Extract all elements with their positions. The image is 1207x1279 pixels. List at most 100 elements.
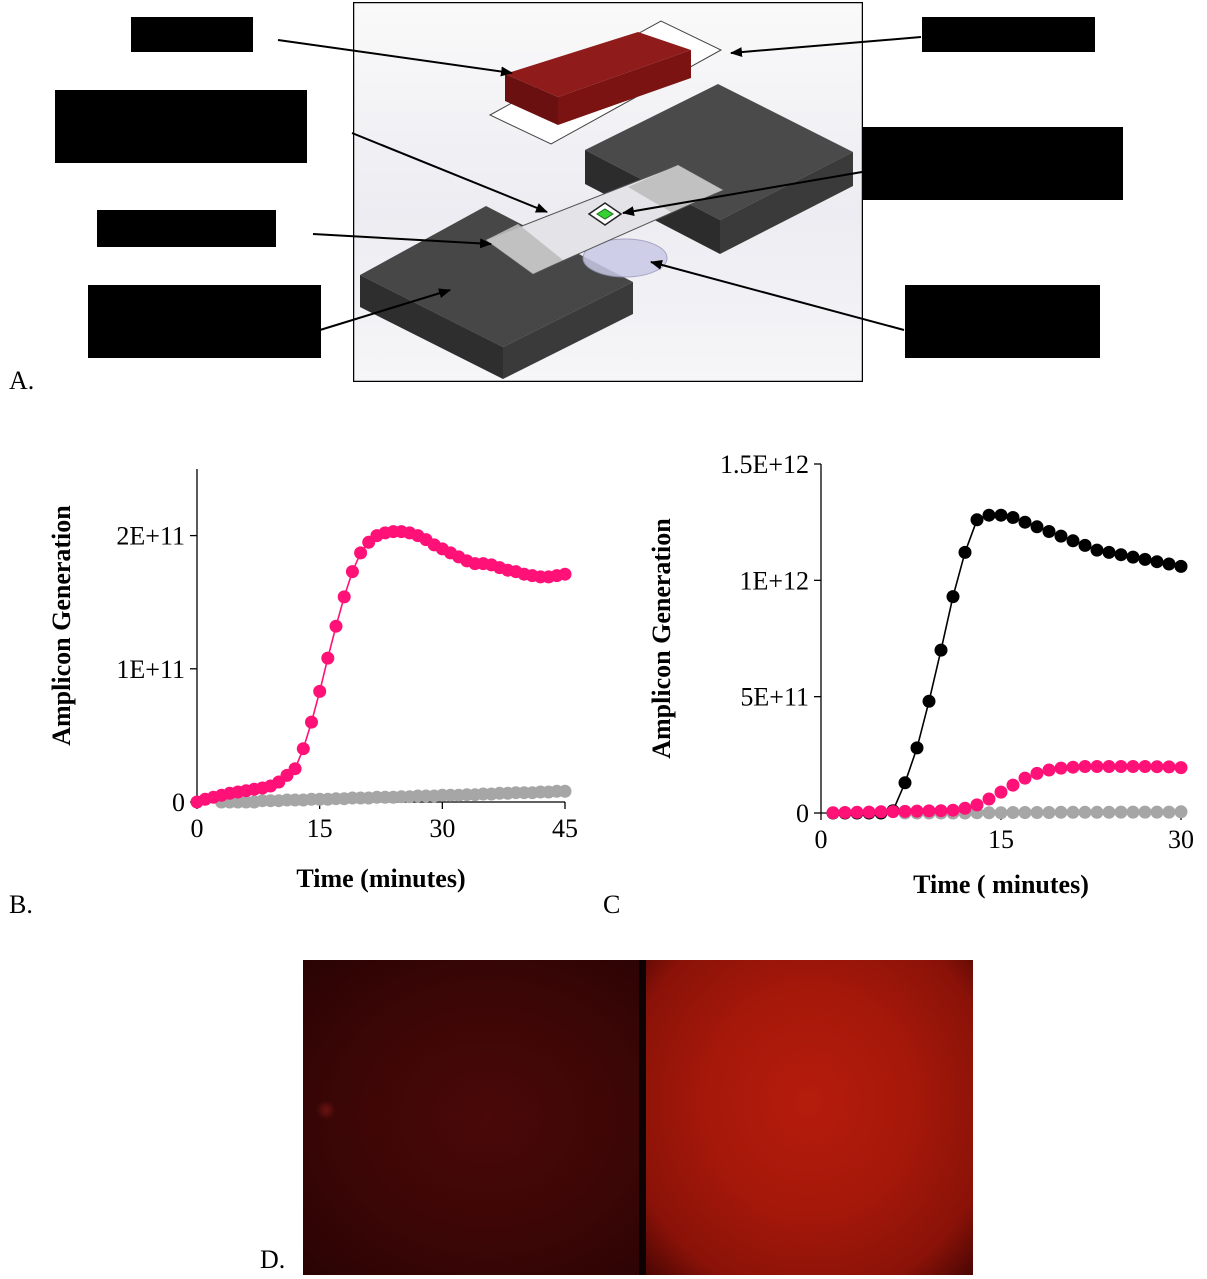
x-tick-label: 0 bbox=[191, 814, 204, 843]
series-1-point bbox=[1138, 760, 1152, 773]
fluorescence-divider bbox=[639, 960, 646, 1275]
series-1-point bbox=[1078, 760, 1092, 773]
arrow-4 bbox=[319, 288, 451, 331]
series-0-point bbox=[1126, 550, 1140, 564]
lens-shape bbox=[582, 238, 668, 278]
series-2-point bbox=[1042, 806, 1056, 819]
x-tick-label: 15 bbox=[307, 814, 333, 843]
series-0-point bbox=[946, 590, 960, 604]
x-tick-label: 45 bbox=[552, 814, 578, 843]
chart-b: 0 1E+11 2E+11 0 15 30 45 Time (minutes) Amplicon… bbox=[47, 469, 578, 893]
series-1-point bbox=[838, 806, 852, 819]
fluorescence-photo bbox=[303, 960, 973, 1275]
arrow-3 bbox=[312, 233, 492, 249]
y-tick-label: 0 bbox=[796, 799, 809, 828]
series-1-point bbox=[922, 804, 936, 818]
x-tick-label: 30 bbox=[1168, 825, 1194, 854]
series-1-point bbox=[1006, 778, 1020, 792]
series-0-point bbox=[1018, 515, 1032, 529]
series-0-point bbox=[329, 619, 343, 633]
series-0-point bbox=[994, 508, 1008, 522]
fluorescence-square-positive bbox=[646, 960, 973, 1275]
redacted-label-5 bbox=[922, 17, 1095, 52]
series-1-point bbox=[1042, 763, 1056, 777]
series-1-point bbox=[1174, 761, 1188, 775]
series-1-point bbox=[1162, 760, 1176, 774]
series-0-point bbox=[345, 565, 359, 579]
series-0-point bbox=[1066, 534, 1080, 548]
arrow-5 bbox=[730, 36, 922, 58]
series-1-point bbox=[946, 803, 960, 817]
y-axis-label: Amplicon Generation bbox=[647, 518, 676, 759]
chart-c: 0 5E+11 1E+12 1.5E+12 0 15 30 Time ( minutes) Am… bbox=[647, 450, 1194, 899]
series-1-point bbox=[1066, 760, 1080, 774]
x-axis-label: Time ( minutes) bbox=[913, 870, 1089, 899]
series-0-point bbox=[898, 776, 912, 790]
series-0-point bbox=[337, 590, 351, 604]
y-axis-label: Amplicon Generation bbox=[47, 505, 76, 746]
series-1-point bbox=[958, 801, 972, 815]
series-1-point bbox=[1150, 760, 1164, 774]
arrow-7 bbox=[650, 260, 905, 331]
series-1-point bbox=[1090, 760, 1104, 773]
series-1-point bbox=[1102, 760, 1116, 773]
series-0-point bbox=[982, 508, 996, 522]
series-1-point bbox=[862, 805, 876, 819]
series-1-point bbox=[982, 792, 996, 806]
series-1-point bbox=[910, 804, 924, 818]
panel-label-b: B. bbox=[9, 890, 33, 919]
series-1-point bbox=[850, 805, 864, 819]
arrow-6 bbox=[622, 171, 863, 217]
x-tick-label: 0 bbox=[815, 825, 828, 854]
magnet-assembly bbox=[488, 20, 723, 145]
series-0-point bbox=[1114, 548, 1128, 562]
series-0-point bbox=[1030, 520, 1044, 534]
x-axis-label: Time (minutes) bbox=[296, 864, 465, 893]
panel-label-c: C bbox=[603, 890, 621, 919]
series-2-point bbox=[1078, 805, 1092, 819]
callout-arrows bbox=[277, 36, 922, 331]
series-2-point bbox=[994, 806, 1008, 820]
series-2-point bbox=[1126, 805, 1140, 819]
series-1-point bbox=[970, 798, 984, 812]
series-0-point bbox=[1150, 555, 1164, 569]
series-0-point bbox=[1054, 529, 1068, 543]
redacted-label-2 bbox=[55, 90, 307, 163]
series-2-point bbox=[1090, 805, 1104, 819]
series-1-point bbox=[898, 804, 912, 818]
panel-label-a: A. bbox=[9, 366, 35, 395]
series-2-point bbox=[1018, 806, 1032, 819]
chip-gfp-spot bbox=[587, 202, 623, 226]
series-1-point bbox=[826, 806, 840, 820]
series-0-point bbox=[305, 715, 318, 729]
series-2-point bbox=[1150, 805, 1164, 819]
arrow-1 bbox=[277, 39, 513, 77]
series-0-point bbox=[1078, 538, 1092, 552]
redacted-label-6 bbox=[862, 127, 1123, 200]
series-2-point bbox=[1102, 805, 1116, 819]
panel-label-d: D. bbox=[260, 1245, 286, 1274]
series-2-point bbox=[1138, 805, 1152, 819]
series-0-point bbox=[1162, 557, 1176, 571]
series-1-point bbox=[874, 805, 888, 819]
series-1-point bbox=[1054, 761, 1068, 775]
series-2-point bbox=[1066, 805, 1080, 819]
series-0-point bbox=[1138, 552, 1152, 566]
series-0-point bbox=[922, 694, 936, 708]
redacted-label-4 bbox=[88, 285, 321, 358]
series-0-point bbox=[910, 741, 924, 755]
series-2-point bbox=[1162, 805, 1176, 819]
series-2-point bbox=[1054, 805, 1068, 819]
redacted-label-7 bbox=[905, 285, 1100, 358]
series-2-point bbox=[1030, 806, 1044, 819]
y-tick-label: 0 bbox=[172, 788, 185, 817]
y-tick-label: 2E+11 bbox=[116, 522, 185, 551]
series-0-point bbox=[958, 545, 972, 559]
x-tick-label: 30 bbox=[429, 814, 455, 843]
series-0-point bbox=[558, 567, 572, 581]
series-2-point bbox=[1114, 805, 1128, 819]
series-0-point bbox=[288, 762, 302, 776]
series-1-point bbox=[934, 804, 948, 818]
series-1-point bbox=[1126, 760, 1140, 773]
series-1-point bbox=[1018, 771, 1032, 785]
